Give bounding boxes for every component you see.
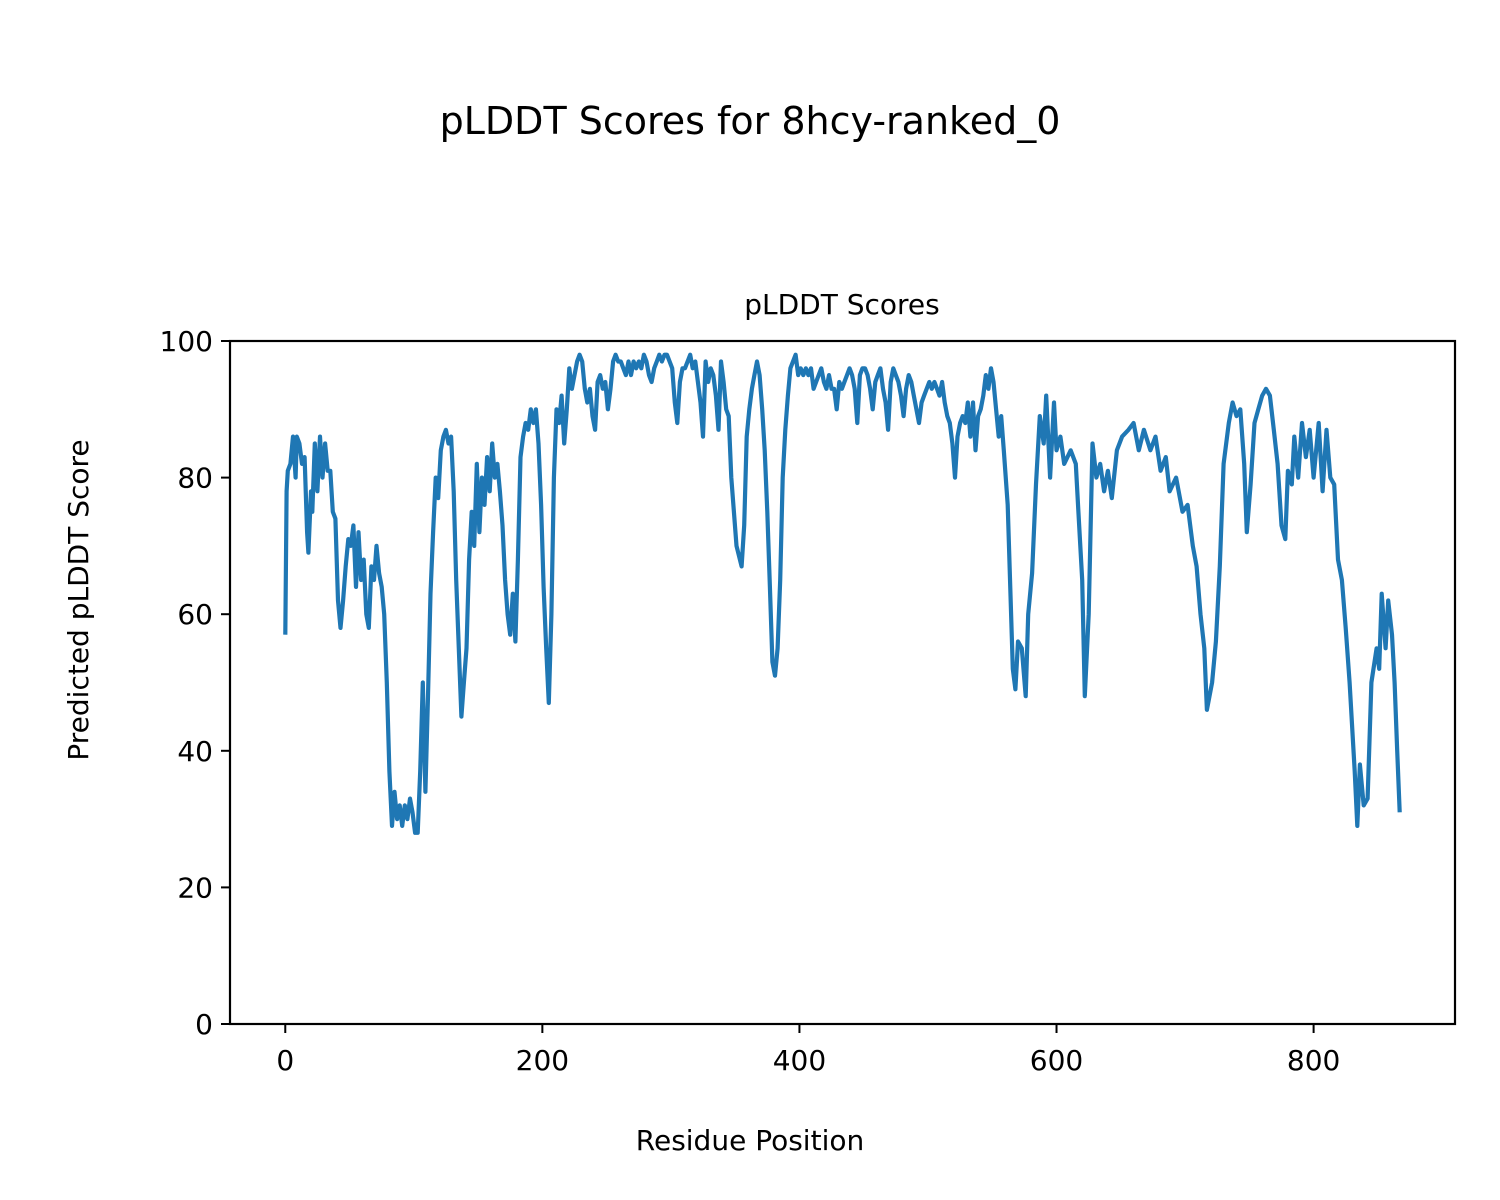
axes-frame	[228, 339, 1457, 1026]
y-tick-label: 60	[177, 598, 213, 631]
series-line-plddt	[283, 352, 1402, 835]
x-tick-label: 800	[1287, 1044, 1340, 1077]
axes-title: pLDDT Scores	[744, 288, 940, 321]
y-tick-label: 40	[177, 735, 213, 768]
x-tick-label: 600	[1030, 1044, 1083, 1077]
y-tick-label: 100	[160, 325, 213, 358]
x-tick-label: 0	[276, 1044, 294, 1077]
figure-suptitle: pLDDT Scores for 8hcy-ranked_0	[440, 99, 1061, 143]
x-axis-label: Residue Position	[636, 1124, 864, 1157]
x-tick-label: 200	[516, 1044, 569, 1077]
y-tick-label: 20	[177, 871, 213, 904]
x-tick-label: 400	[773, 1044, 826, 1077]
y-tick-label: 0	[195, 1008, 213, 1041]
y-tick-label: 80	[177, 462, 213, 495]
y-axis-label: Predicted pLDDT Score	[62, 439, 95, 760]
